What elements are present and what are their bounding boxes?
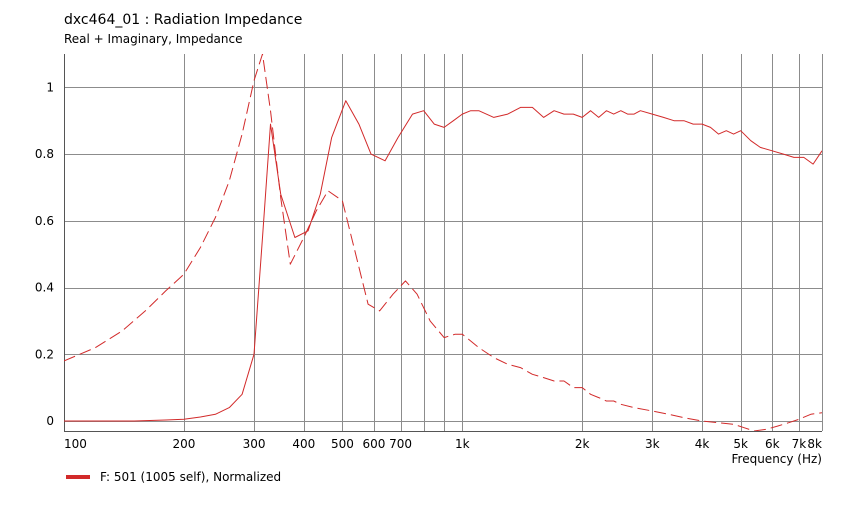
x-tick-label: 6k xyxy=(765,437,780,451)
x-tick-label: 500 xyxy=(331,437,354,451)
y-tick-label: 0.8 xyxy=(35,147,54,161)
x-tick-label: 5k xyxy=(733,437,748,451)
x-tick-label: 600 xyxy=(362,437,385,451)
y-tick-label: 0.6 xyxy=(35,214,54,228)
x-tick-label: 100 xyxy=(64,437,87,451)
x-tick-label: 1k xyxy=(455,437,470,451)
y-tick-label: 0.2 xyxy=(35,347,54,361)
x-axis-label: Frequency (Hz) xyxy=(732,452,823,466)
y-tick-label: 1 xyxy=(46,80,54,94)
x-tick-label: 700 xyxy=(389,437,412,451)
chart-title: dxc464_01 : Radiation Impedance xyxy=(64,12,303,28)
x-tick-label: 3k xyxy=(645,437,660,451)
plot-area xyxy=(64,54,822,431)
x-tick-label: 4k xyxy=(695,437,710,451)
x-tick-label: 300 xyxy=(243,437,266,451)
series-line-imaginary xyxy=(64,54,822,431)
legend: F: 501 (1005 self), Normalized xyxy=(66,470,281,484)
x-tick-label: 2k xyxy=(575,437,590,451)
x-tick-label: 400 xyxy=(292,437,315,451)
x-tick-label: 7k xyxy=(792,437,807,451)
x-tick-label: 200 xyxy=(172,437,195,451)
legend-swatch xyxy=(66,475,90,479)
y-tick-label: 0 xyxy=(46,414,54,428)
y-tick-label: 0.4 xyxy=(35,281,54,295)
chart-subtitle: Real + Imaginary, Impedance xyxy=(64,32,243,46)
legend-label: F: 501 (1005 self), Normalized xyxy=(100,470,282,484)
x-tick-label: 8k xyxy=(807,437,822,451)
